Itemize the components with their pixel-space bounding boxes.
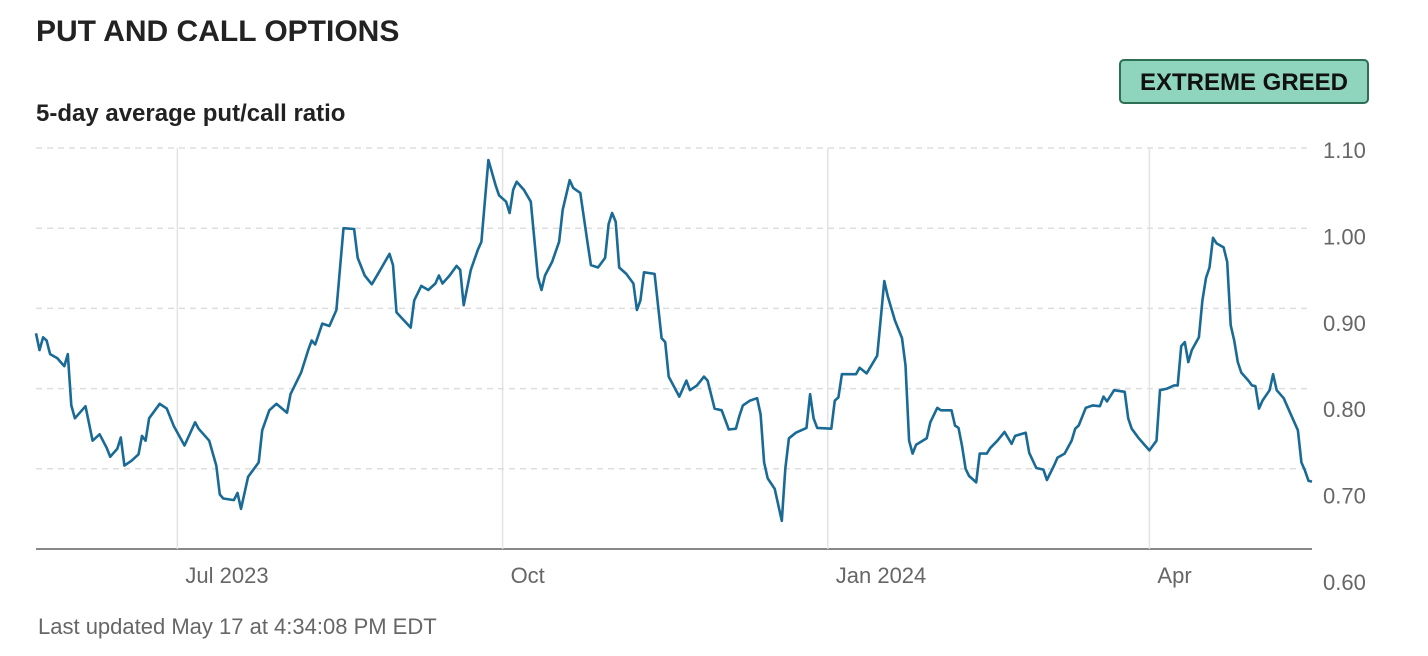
x-tick-label: Jan 2024 [836,563,927,588]
y-tick-label: 0.80 [1323,397,1366,422]
y-tick-label: 0.70 [1323,484,1366,509]
footnote: Last updated May 17 at 4:34:08 PM EDT [38,614,437,639]
y-tick-label: 1.00 [1323,224,1366,249]
badge [1119,59,1369,104]
x-tick-label: Apr [1157,563,1191,588]
y-tick-label: 0.60 [1323,570,1366,595]
badge-label: EXTREME GREED [1140,69,1348,96]
y-tick-label: 1.10 [1323,138,1366,163]
y-tick-label: 0.90 [1323,311,1366,336]
chart-title: PUT AND CALL OPTIONS [36,15,399,48]
x-tick-label: Jul 2023 [185,563,268,588]
chart-subtitle: 5-day average put/call ratio [36,100,345,127]
data-line [34,158,1313,523]
x-tick-label: Oct [511,563,545,588]
